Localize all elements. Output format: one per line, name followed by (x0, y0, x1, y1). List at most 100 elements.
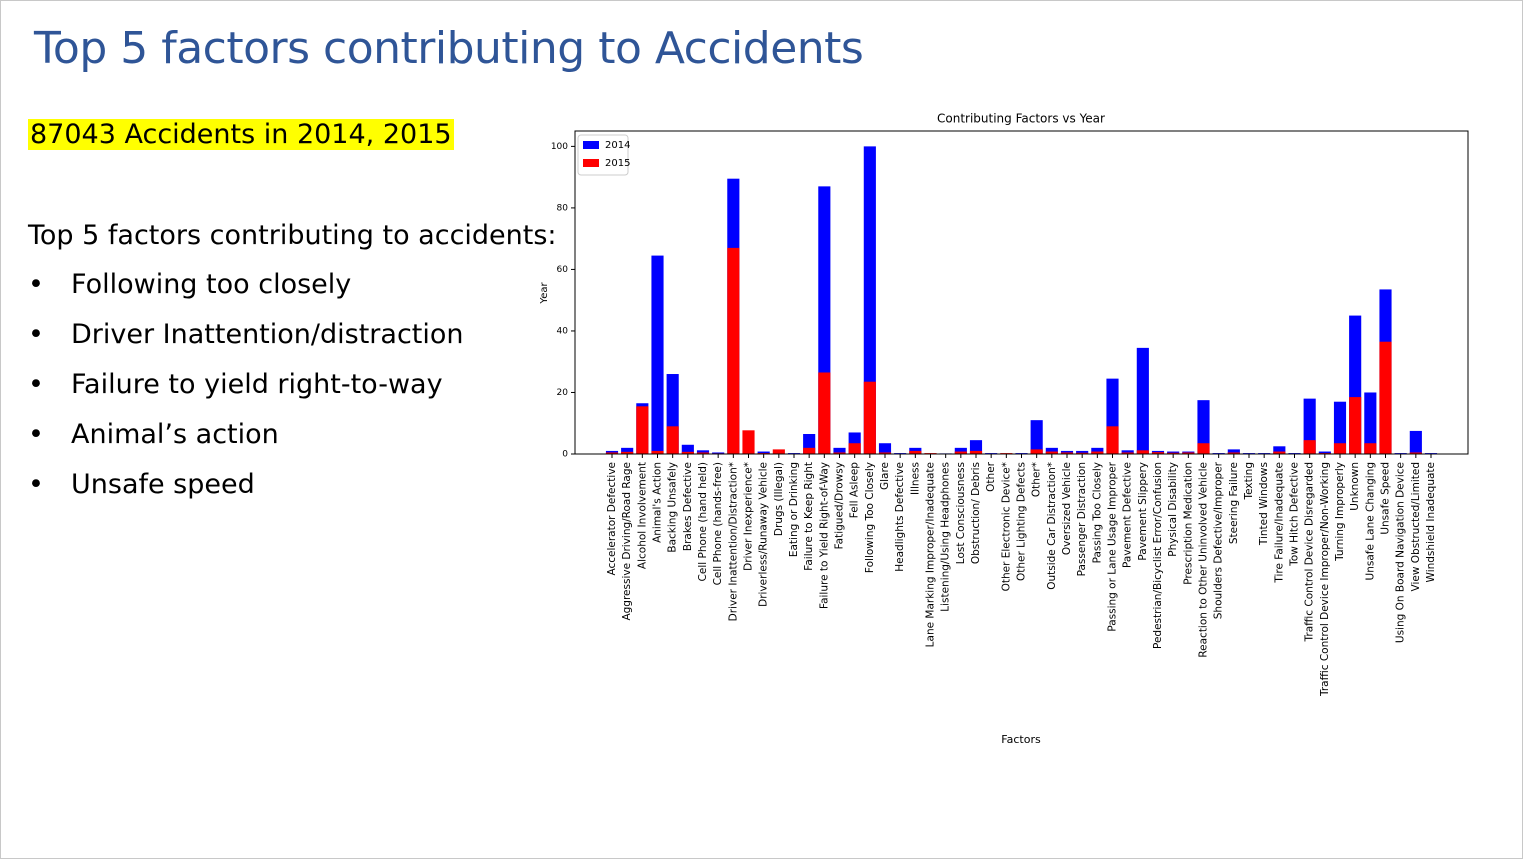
x-tick-label: Headlights Defective (894, 462, 906, 572)
x-tick-label: Drugs (Illegal) (773, 462, 785, 536)
x-tick-label: Reaction to Other Uninvolved Vehicle (1198, 462, 1210, 658)
bar (1136, 450, 1149, 454)
bar (772, 449, 785, 454)
bullet-list: Following too closelyDriver Inattention/… (28, 269, 464, 519)
x-tick-label: Tow Hitch Defective (1289, 462, 1301, 567)
x-tick-label: Other (985, 461, 997, 491)
bar (712, 452, 725, 454)
x-tick-label: Lane Marking Improper/Inadequate (925, 462, 937, 647)
y-tick-label: 60 (557, 265, 569, 275)
legend-label: 2015 (605, 158, 630, 169)
bar (969, 450, 983, 454)
bar (1318, 451, 1331, 454)
bar (878, 452, 892, 454)
x-tick-label: View Obstructed/Limited (1410, 462, 1422, 591)
bar (803, 447, 816, 454)
legend-swatch (583, 159, 599, 167)
bar (1060, 452, 1074, 454)
bar (1364, 443, 1377, 454)
bar (833, 447, 846, 454)
bar (954, 447, 967, 454)
x-tick-label: Pavement Slippery (1137, 462, 1149, 561)
bar (696, 452, 710, 454)
x-tick-label: Alcohol Involvement (636, 462, 648, 569)
bar (909, 450, 922, 454)
x-tick-label: Steering Failure (1228, 462, 1240, 544)
x-tick-label: Using On Board Navigation Device (1395, 462, 1407, 643)
x-tick-label: Passing Too Closely (1091, 462, 1103, 563)
bar (1076, 452, 1089, 454)
bar (1379, 341, 1392, 454)
bar (651, 255, 664, 454)
x-tick-label: Fatigued/Drowsy (834, 462, 846, 549)
chart-title: Contributing Factors vs Year (937, 112, 1105, 126)
highlight: 87043 Accidents in 2014, 2015 (28, 119, 454, 150)
x-tick-label: Following Too Closely (864, 462, 876, 573)
x-tick-label: Traffic Control Device Improper/Non-Work… (1319, 462, 1331, 697)
x-tick-label: Turning Improperly (1334, 462, 1346, 562)
bar (666, 426, 679, 454)
bar (818, 372, 831, 454)
x-tick-label: Other Electronic Device* (1000, 462, 1012, 591)
x-tick-label: Other Lighting Defects (1016, 462, 1028, 581)
legend-label: 2014 (605, 140, 630, 151)
x-tick-label: Accelerator Defective (606, 462, 618, 576)
bar (1409, 430, 1422, 454)
y-tick-label: 100 (551, 142, 568, 152)
bar (1121, 450, 1134, 454)
x-tick-label: Driverless/Runaway Vehicle (758, 462, 770, 607)
bar (621, 447, 634, 454)
bullet: Unsafe speed (28, 469, 464, 519)
x-tick-label: Lost Consciousness (955, 462, 967, 564)
x-tick-label: Driver Inexperience* (743, 462, 755, 571)
bar (1136, 347, 1149, 454)
bar (878, 443, 892, 454)
bar (954, 451, 967, 454)
bar (1121, 452, 1134, 454)
y-tick-label: 20 (557, 388, 569, 398)
bar (1227, 452, 1240, 454)
x-tick-label: Outside Car Distraction* (1046, 462, 1058, 590)
bar (848, 443, 861, 454)
x-axis-label: Factors (1001, 733, 1041, 746)
x-tick-label: Eating or Drinking (788, 462, 800, 557)
x-tick-label: Passenger Distraction (1076, 462, 1088, 576)
plot-frame (574, 130, 1469, 455)
bar (651, 450, 664, 454)
x-tick-label: Brakes Defective (682, 462, 694, 551)
x-tick-label: Other* (1031, 462, 1043, 497)
x-tick-label: Pavement Defective (1122, 462, 1134, 568)
x-tick-label: Passing or Lane Usage Improper (1107, 461, 1119, 631)
bar (833, 452, 846, 454)
bar (605, 452, 619, 454)
bar (621, 451, 634, 454)
bar (727, 247, 740, 454)
x-tick-label: Unsafe Speed (1380, 462, 1392, 535)
x-tick-label: Illness (909, 462, 921, 495)
slide-title: Top 5 factors contributing to Accidents (34, 23, 864, 74)
bar (1045, 451, 1058, 454)
bar (1030, 420, 1043, 454)
x-tick-label: Backing Unsafely (667, 462, 679, 553)
bar (1030, 449, 1043, 454)
bar (1091, 447, 1104, 454)
bar (1182, 452, 1195, 454)
bullet: Animal’s action (28, 419, 464, 469)
bar (757, 451, 770, 454)
bar (1349, 397, 1362, 454)
bar (681, 451, 694, 454)
bullet: Failure to yield right-to-way (28, 369, 464, 419)
bar (1197, 400, 1210, 454)
x-tick-label: Tire Failure/Inadequate (1273, 462, 1285, 584)
x-tick-label: Physical Disability (1167, 462, 1179, 557)
bullet: Driver Inattention/distraction (28, 319, 464, 369)
x-tick-label: Cell Phone (hands-free) (712, 462, 724, 585)
x-tick-label: Driver Inattention/Distraction* (727, 462, 739, 621)
bar (1333, 443, 1347, 454)
x-tick-label: Animal's Action (652, 462, 664, 543)
y-axis-label: Year (539, 282, 550, 305)
bullet: Following too closely (28, 269, 464, 319)
x-tick-label: Oversized Vehicle (1061, 462, 1073, 555)
